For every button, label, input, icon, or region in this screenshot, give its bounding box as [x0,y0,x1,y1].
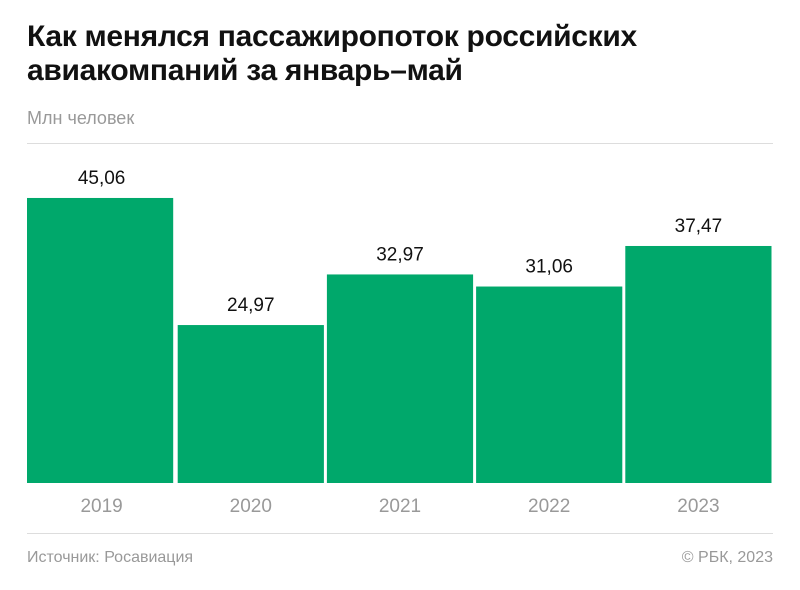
source: Источник: Росавиация [27,549,193,566]
value-label: 45,06 [78,168,126,189]
value-label: 24,97 [227,295,275,316]
x-tick-label: 2022 [528,496,570,517]
bar [476,286,623,483]
value-label: 37,47 [675,216,723,237]
x-tick-label: 2023 [677,496,719,517]
chart-subtitle: Млн человек [27,108,134,128]
chart-title: Как менялся пассажиропоток российских ав… [27,20,637,87]
credit: © РБК, 2023 [682,549,773,566]
bar [177,325,324,483]
bar [27,197,174,483]
x-tick-label: 2019 [80,496,122,517]
bar [625,245,772,483]
x-tick-label: 2021 [379,496,421,517]
value-label: 32,97 [376,244,424,265]
x-tick-label: 2020 [230,496,272,517]
value-label: 31,06 [525,257,573,278]
bar [326,274,474,483]
